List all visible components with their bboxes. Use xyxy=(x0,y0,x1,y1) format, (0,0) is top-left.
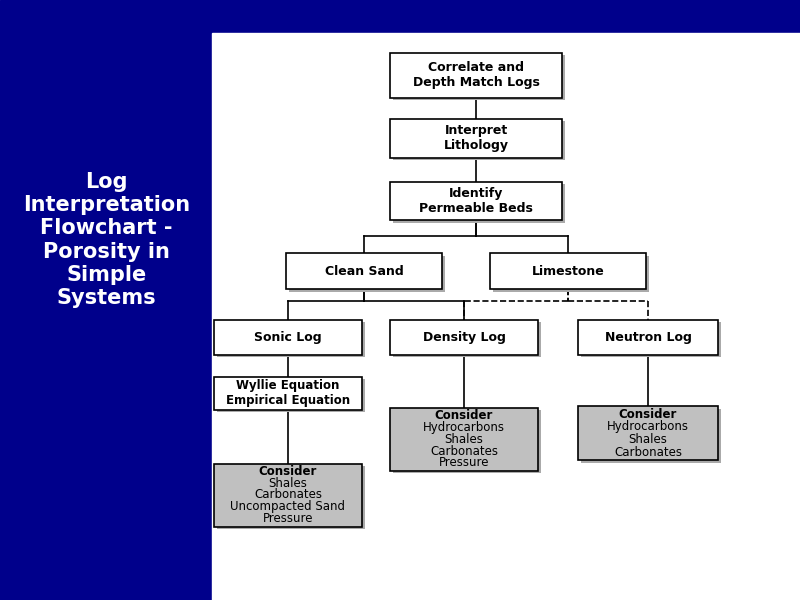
FancyBboxPatch shape xyxy=(394,184,565,223)
FancyBboxPatch shape xyxy=(286,253,442,289)
Text: Pressure: Pressure xyxy=(438,457,490,469)
FancyBboxPatch shape xyxy=(217,322,365,357)
Text: Consider: Consider xyxy=(619,408,677,421)
FancyBboxPatch shape xyxy=(393,322,541,357)
FancyBboxPatch shape xyxy=(390,408,538,470)
Text: Correlate and
Depth Match Logs: Correlate and Depth Match Logs xyxy=(413,61,539,89)
Text: Neutron Log: Neutron Log xyxy=(605,331,691,344)
FancyBboxPatch shape xyxy=(217,466,365,529)
Text: Carbonates: Carbonates xyxy=(430,445,498,458)
FancyBboxPatch shape xyxy=(217,379,365,412)
Text: Density Log: Density Log xyxy=(422,331,506,344)
Text: Hydrocarbons: Hydrocarbons xyxy=(423,421,505,434)
FancyBboxPatch shape xyxy=(490,253,646,289)
Bar xyxy=(0,0,800,33)
Text: Shales: Shales xyxy=(445,433,483,446)
FancyBboxPatch shape xyxy=(290,256,445,292)
FancyBboxPatch shape xyxy=(393,410,541,473)
FancyBboxPatch shape xyxy=(390,52,562,97)
FancyBboxPatch shape xyxy=(214,377,362,410)
Text: Wyllie Equation
Empirical Equation: Wyllie Equation Empirical Equation xyxy=(226,379,350,407)
Text: Limestone: Limestone xyxy=(532,265,604,278)
FancyBboxPatch shape xyxy=(581,409,722,463)
Text: Interpret
Lithology: Interpret Lithology xyxy=(443,124,509,152)
FancyBboxPatch shape xyxy=(214,320,362,355)
FancyBboxPatch shape xyxy=(390,181,562,220)
FancyBboxPatch shape xyxy=(394,55,565,100)
Text: Carbonates: Carbonates xyxy=(254,488,322,502)
Text: Clean Sand: Clean Sand xyxy=(325,265,403,278)
Text: Shales: Shales xyxy=(269,476,307,490)
FancyBboxPatch shape xyxy=(578,406,718,460)
Text: Consider: Consider xyxy=(435,409,493,422)
Bar xyxy=(212,33,800,600)
FancyBboxPatch shape xyxy=(390,320,538,355)
Text: Identify
Permeable Beds: Identify Permeable Beds xyxy=(419,187,533,215)
Text: Pressure: Pressure xyxy=(262,512,314,525)
Text: Shales: Shales xyxy=(629,433,667,446)
Text: Carbonates: Carbonates xyxy=(614,446,682,458)
Text: Hydrocarbons: Hydrocarbons xyxy=(607,421,689,433)
FancyBboxPatch shape xyxy=(214,463,362,527)
FancyBboxPatch shape xyxy=(493,256,649,292)
Text: Sonic Log: Sonic Log xyxy=(254,331,322,344)
FancyBboxPatch shape xyxy=(578,320,718,355)
Bar xyxy=(0,33,212,600)
FancyBboxPatch shape xyxy=(581,322,722,357)
Text: Uncompacted Sand: Uncompacted Sand xyxy=(230,500,346,514)
Text: Consider: Consider xyxy=(259,465,317,478)
Text: Log
Interpretation
Flowchart -
Porosity in
Simple
Systems: Log Interpretation Flowchart - Porosity … xyxy=(23,172,190,308)
FancyBboxPatch shape xyxy=(390,118,562,157)
FancyBboxPatch shape xyxy=(394,121,565,160)
